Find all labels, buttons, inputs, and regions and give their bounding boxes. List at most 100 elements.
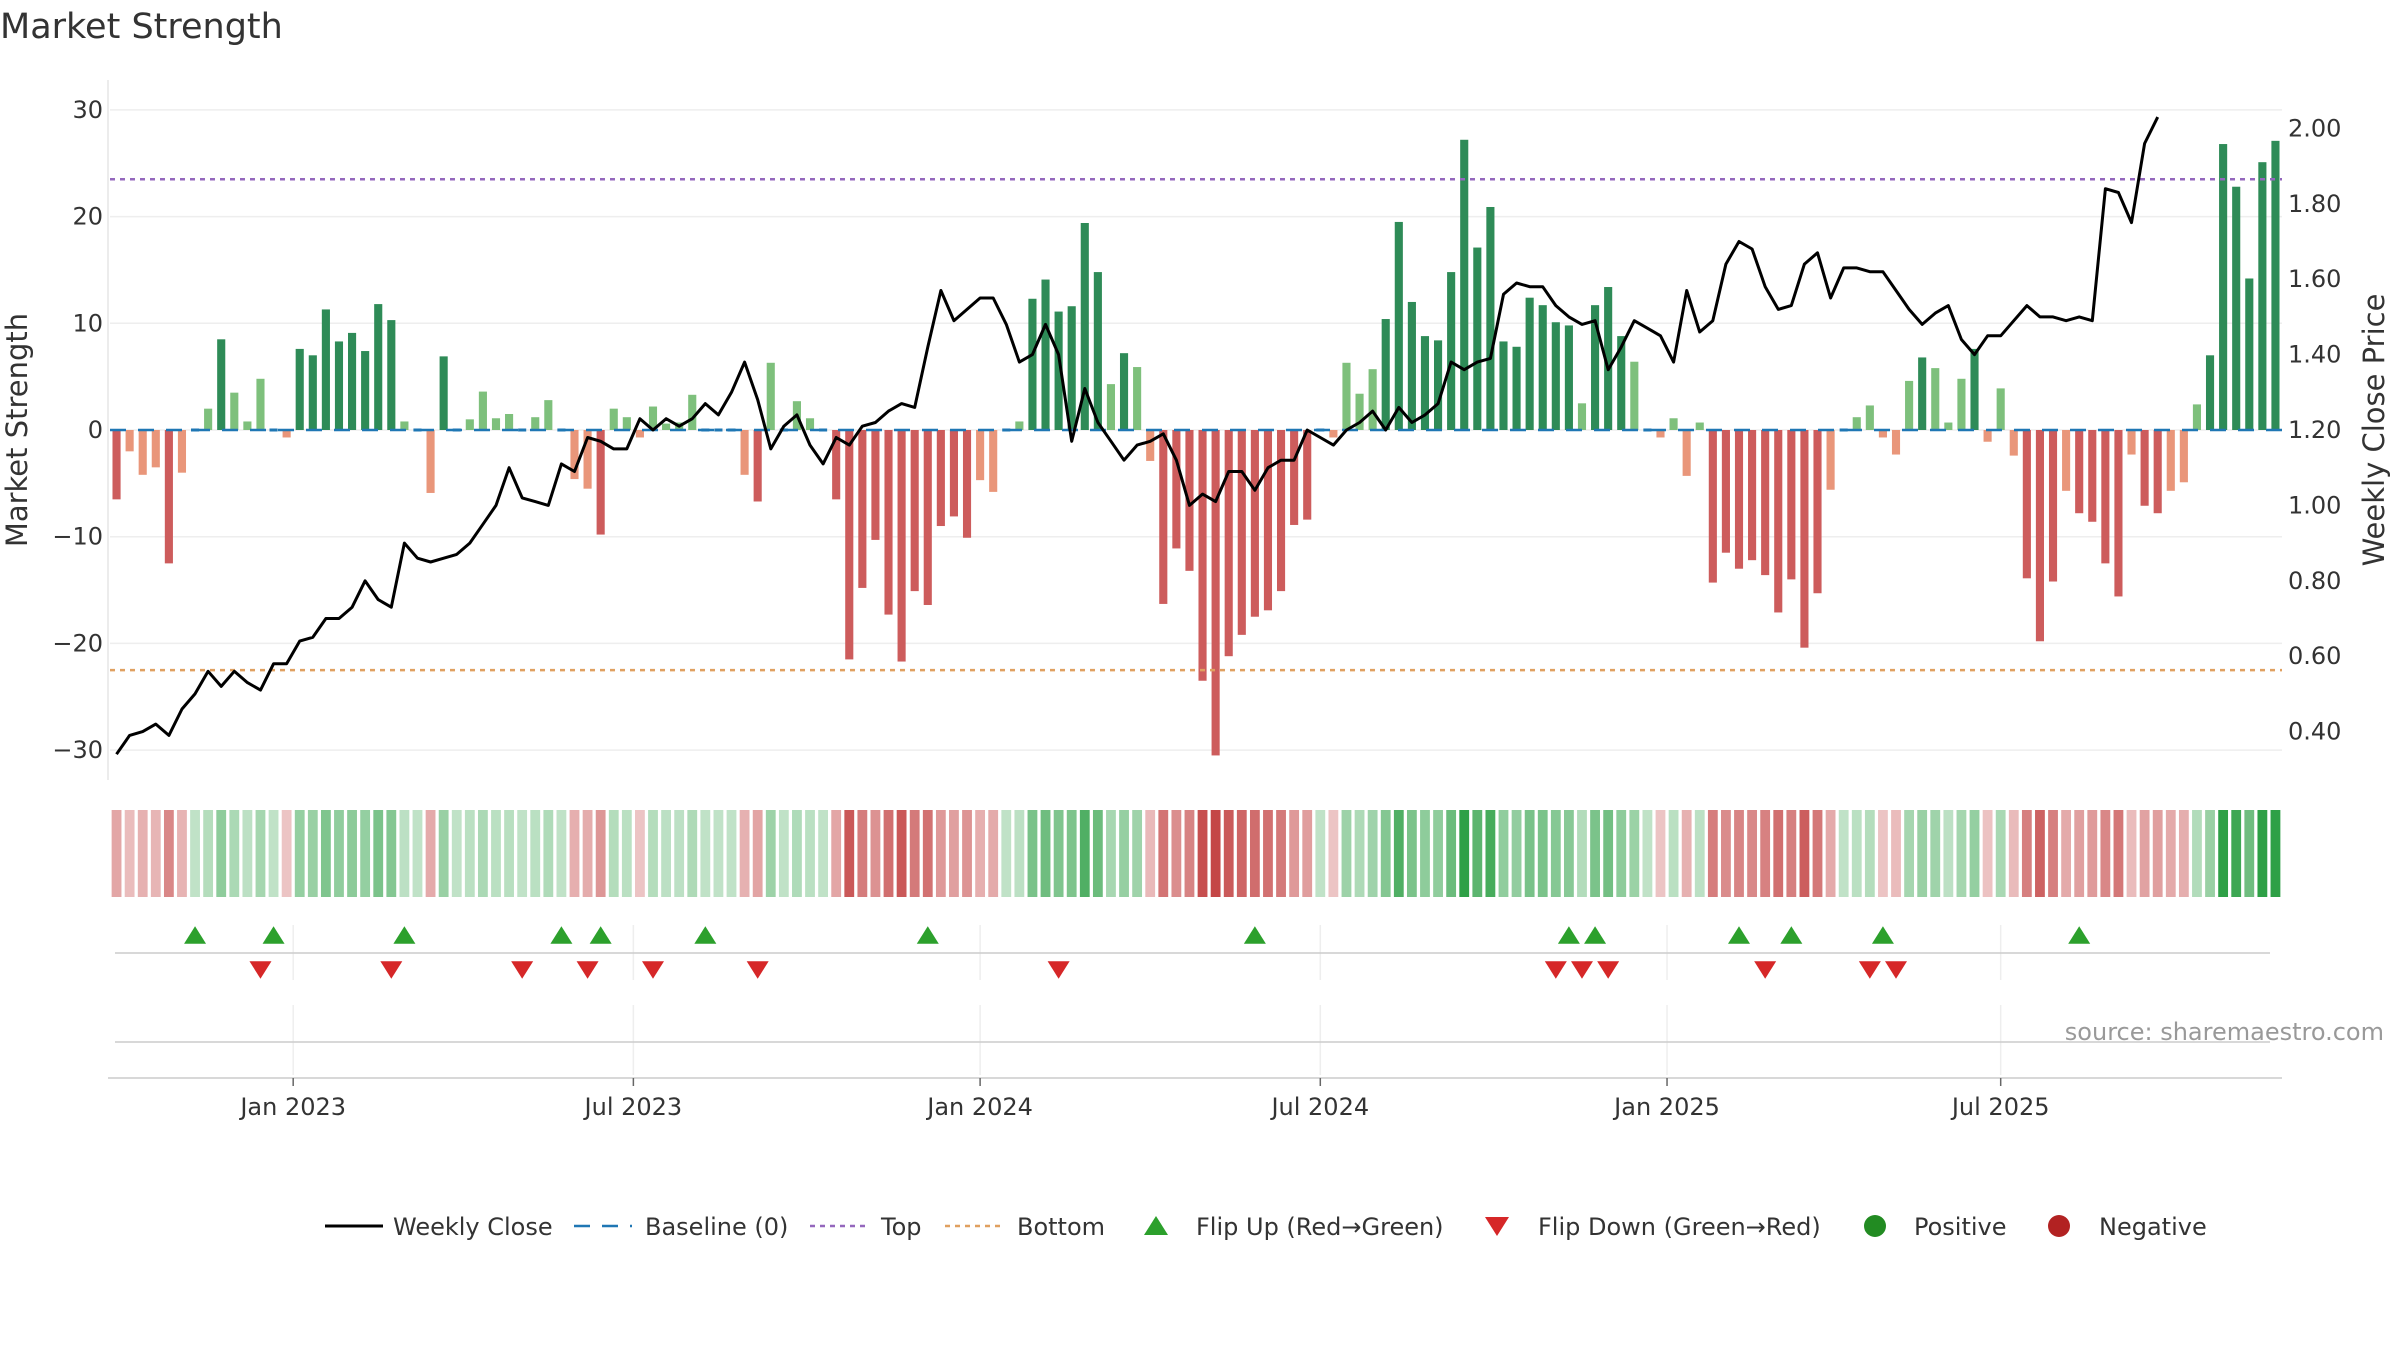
strength-bar: [1368, 369, 1377, 430]
heat-cell: [1420, 810, 1430, 897]
heat-cell: [2061, 810, 2072, 897]
strength-bar: [1237, 430, 1246, 635]
heat-cell: [805, 810, 815, 897]
heat-cell: [1930, 810, 1941, 897]
flip-up-marker: [589, 926, 612, 944]
x-tick-label: Jan 2025: [1612, 1093, 1720, 1121]
strength-bar: [1617, 336, 1626, 430]
heat-cell: [2074, 810, 2085, 897]
strength-bar: [256, 378, 265, 430]
heat-cell: [1851, 810, 1862, 897]
heat-cell: [2008, 810, 2019, 897]
strength-bar: [2166, 430, 2175, 491]
heat-cell: [556, 810, 567, 897]
strength-bar: [1564, 325, 1573, 430]
y2-tick-label: 0.60: [2288, 642, 2341, 670]
heat-cell: [909, 810, 920, 897]
flip-down-marker: [1597, 961, 1620, 979]
heat-cell: [752, 810, 763, 897]
heat-cell: [1721, 810, 1731, 897]
strength-bar: [1918, 357, 1927, 430]
strength-bar: [2088, 430, 2097, 522]
heat-cell: [1393, 810, 1404, 897]
strength-bar: [387, 320, 396, 430]
strength-bar: [282, 430, 291, 438]
heat-cell: [1550, 810, 1561, 897]
legend: Weekly Close Baseline (0) Top Bottom Flip Up…: [325, 1213, 2207, 1241]
strength-bar: [413, 428, 422, 432]
heat-cell: [896, 810, 907, 897]
heat-cell: [150, 810, 161, 897]
strength-bar: [1669, 418, 1678, 430]
strength-bar: [976, 430, 985, 481]
y2-axis-ticks: 2.00 1.80 1.60 1.40 1.20 1.00 0.80 0.60 0.40: [2288, 114, 2341, 745]
legend-label: Weekly Close: [393, 1213, 553, 1241]
y-tick-label: 30: [72, 96, 103, 124]
heat-cell: [1158, 810, 1169, 897]
strength-bar: [1748, 430, 1757, 561]
heat-cell: [1053, 810, 1064, 897]
heat-cell: [1367, 810, 1378, 897]
strength-bar: [1394, 221, 1403, 430]
strength-bar: [1591, 305, 1600, 430]
legend-swatch-flip-up: [1144, 1216, 1168, 1235]
flip-up-marker: [1243, 926, 1266, 944]
heat-cell: [1341, 810, 1352, 897]
strength-bar: [1604, 287, 1613, 430]
heat-cell: [1956, 810, 1967, 897]
heat-cell: [294, 810, 305, 897]
strength-bar: [2258, 162, 2267, 431]
flip-up-marker: [262, 926, 285, 944]
flip-up-marker: [2068, 926, 2091, 944]
strength-bar: [884, 430, 893, 615]
strength-bar: [204, 408, 213, 430]
strength-bar: [1263, 430, 1273, 611]
strength-bar: [1695, 422, 1704, 430]
heat-cell: [1014, 810, 1025, 897]
strength-bar: [1643, 428, 1652, 432]
y2-tick-label: 0.80: [2288, 567, 2341, 595]
heat-cell: [2087, 810, 2098, 897]
strength-bar: [832, 430, 841, 500]
heat-cell: [438, 810, 449, 897]
strength-bar: [1460, 139, 1469, 430]
x-axis-ticks: Jan 2023 Jul 2023 Jan 2024 Jul 2024 Jan 2025…: [238, 1078, 2050, 1121]
heat-cell: [1276, 810, 1286, 897]
strength-bar: [805, 418, 815, 430]
strength-bar: [478, 391, 487, 430]
flip-down-marker: [1047, 961, 1070, 979]
strength-bar: [2179, 430, 2188, 483]
strength-bar: [1303, 430, 1312, 520]
heat-cell: [1773, 810, 1784, 897]
heat-cell: [360, 810, 371, 897]
strength-bar: [845, 430, 854, 660]
heat-cell: [2100, 810, 2111, 897]
flip-up-marker: [1871, 926, 1894, 944]
strength-bar: [2114, 430, 2123, 597]
heat-cell: [765, 810, 776, 897]
y2-tick-label: 1.00: [2288, 491, 2341, 519]
heat-cell: [739, 810, 750, 897]
heat-cell: [1786, 810, 1797, 897]
flip-down-marker: [249, 961, 272, 979]
heat-cell: [1799, 810, 1810, 897]
heat-cell: [1655, 810, 1666, 897]
heat-cell: [1485, 810, 1496, 897]
strength-bar: [2140, 430, 2149, 506]
strength-bar: [1198, 430, 1207, 681]
heat-cell: [190, 810, 200, 897]
legend-label: Top: [880, 1213, 922, 1241]
heat-cell: [216, 810, 227, 897]
strength-bar: [989, 430, 998, 492]
strength-bar: [1159, 430, 1168, 604]
strength-bar: [505, 413, 514, 430]
strength-bar: [151, 430, 160, 468]
strength-bar: [1434, 340, 1443, 430]
strength-bar: [662, 423, 671, 430]
strength-bar: [1420, 336, 1430, 430]
strength-bar: [334, 341, 344, 430]
heat-cell: [1132, 810, 1143, 897]
strength-bar: [635, 430, 644, 438]
strength-bar: [1525, 297, 1534, 430]
